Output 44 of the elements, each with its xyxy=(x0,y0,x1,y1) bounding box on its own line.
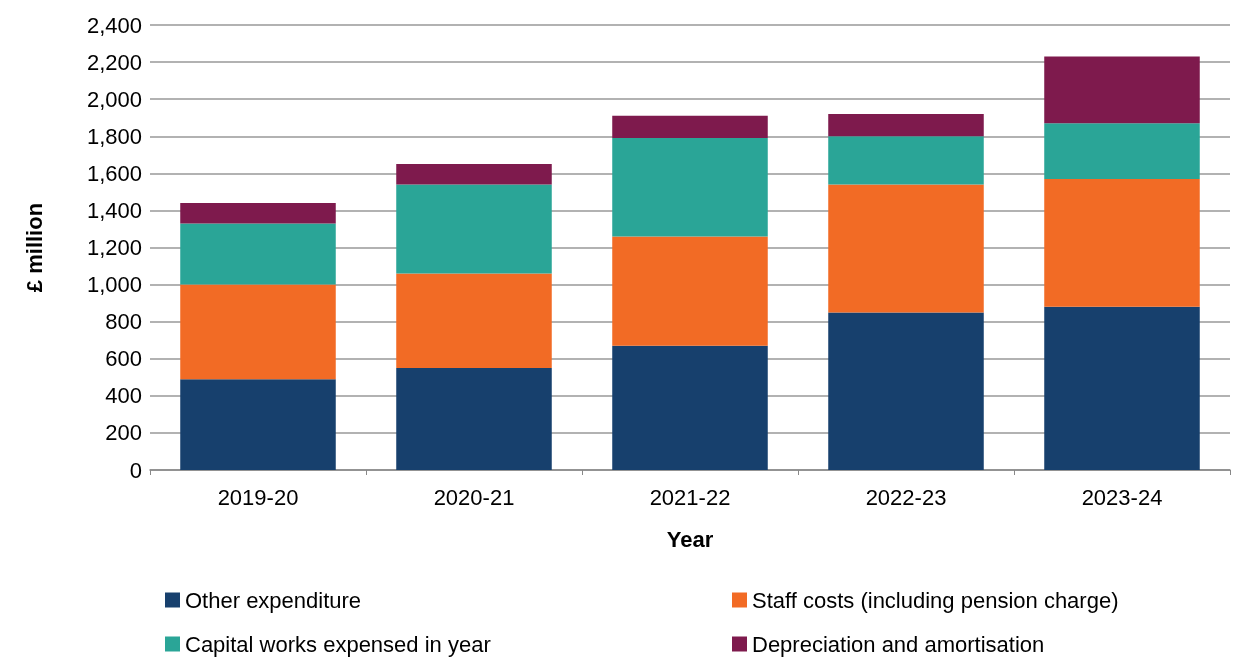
x-tick-label: 2020-21 xyxy=(433,484,515,510)
y-tick-label: 1,000 xyxy=(86,272,142,298)
y-tick-label: 800 xyxy=(105,309,142,335)
bar xyxy=(180,203,336,224)
y-tick-label: 2,000 xyxy=(86,86,142,112)
x-tick-label: 2022-23 xyxy=(865,484,947,510)
bar xyxy=(180,379,336,470)
bar xyxy=(396,164,552,185)
bar xyxy=(396,184,552,274)
bar xyxy=(1044,306,1200,470)
bar xyxy=(612,345,768,470)
bar xyxy=(612,138,768,237)
bar xyxy=(828,114,984,137)
x-tick-label: 2023-24 xyxy=(1081,484,1163,510)
y-tick-label: 1,600 xyxy=(86,160,142,186)
y-axis-title: £ million xyxy=(21,202,47,293)
legend-label: Other expenditure xyxy=(185,587,362,613)
bar xyxy=(612,115,768,139)
y-tick-label: 600 xyxy=(105,346,142,372)
y-tick-label: 0 xyxy=(129,457,142,483)
x-tick-label: 2021-22 xyxy=(649,484,731,510)
y-tick-label: 1,400 xyxy=(86,197,142,223)
y-tick-label: 2,400 xyxy=(86,12,142,38)
bar xyxy=(1044,123,1200,179)
y-tick-label: 1,200 xyxy=(86,235,142,260)
bar xyxy=(1044,178,1200,307)
y-tick-label: 1,800 xyxy=(86,123,142,149)
bar xyxy=(828,184,984,313)
bar xyxy=(612,236,768,346)
bar xyxy=(396,273,552,369)
x-axis-title: Year xyxy=(666,526,714,552)
bar xyxy=(396,368,552,470)
bar xyxy=(1044,56,1200,124)
legend-label: Capital works expensed in year xyxy=(185,631,491,657)
x-tick-label: 2019-20 xyxy=(217,484,299,510)
legend-label: Depreciation and amortisation xyxy=(752,631,1045,657)
bar xyxy=(828,136,984,185)
bar xyxy=(828,312,984,470)
y-tick-label: 200 xyxy=(105,420,142,446)
bar xyxy=(180,223,336,285)
legend-label: Staff costs (including pension charge) xyxy=(752,587,1119,613)
y-tick-label: 2,200 xyxy=(86,49,142,75)
bar xyxy=(180,284,336,380)
y-tick-label: 400 xyxy=(105,383,142,409)
